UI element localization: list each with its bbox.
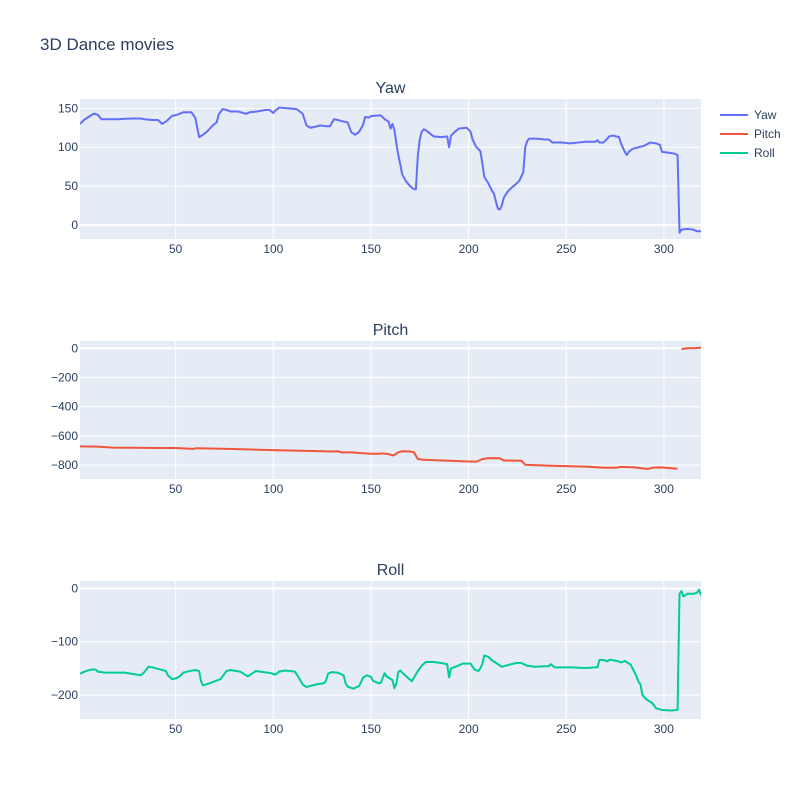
x-tick-label: 150: [361, 242, 381, 256]
x-tick-label: 300: [654, 242, 674, 256]
legend-label-yaw: Yaw: [754, 108, 777, 122]
subplot-yaw: 50 100 150 200 250 300 0 50 100 150 Yaw: [58, 80, 701, 256]
plot-area-roll: [80, 581, 701, 719]
y-tick-label: −800: [51, 458, 78, 472]
x-tick-label: 300: [654, 482, 674, 496]
series-line-yaw[interactable]: [80, 106, 701, 234]
y-tick-label: 0: [71, 341, 78, 355]
plot-area-yaw: [80, 99, 701, 239]
chart-title: 3D Dance movies: [40, 35, 174, 54]
subplots: 50 100 150 200 250 300 0 50 100 150 Yaw 50 100 150 200…: [51, 80, 701, 736]
y-tick-label: −200: [51, 371, 78, 385]
y-tick-label: 150: [58, 101, 78, 115]
series-line-roll[interactable]: [80, 588, 701, 712]
legend-label-roll: Roll: [754, 146, 775, 160]
x-tick-label: 250: [556, 722, 576, 736]
y-tick-label: −200: [51, 688, 78, 702]
series-line-pitch[interactable]: [80, 346, 701, 470]
x-tick-label: 100: [263, 722, 283, 736]
y-tick-label: 0: [71, 218, 78, 232]
y-tick-label: 100: [58, 140, 78, 154]
x-tick-label: 200: [459, 242, 479, 256]
y-tick-label: −100: [51, 635, 78, 649]
x-tick-label: 150: [361, 722, 381, 736]
y-tick-label: −400: [51, 400, 78, 414]
x-tick-label: 200: [459, 482, 479, 496]
legend[interactable]: Yaw Pitch Roll: [720, 108, 781, 160]
y-tick-label: 0: [71, 581, 78, 595]
x-tick-label: 50: [169, 242, 183, 256]
subplot-title-yaw: Yaw: [376, 80, 406, 97]
subplot-roll: 50 100 150 200 250 300 0 −100 −200 Roll: [51, 562, 701, 736]
x-tick-label: 250: [556, 242, 576, 256]
legend-item-yaw[interactable]: Yaw: [720, 108, 777, 122]
x-tick-label: 50: [169, 722, 183, 736]
subplot-title-pitch: Pitch: [373, 322, 409, 339]
plot-area-pitch: [80, 341, 701, 479]
x-tick-label: 200: [459, 722, 479, 736]
y-tick-label: −600: [51, 429, 78, 443]
subplot-pitch: 50 100 150 200 250 300 0 −200 −400 −600 −800 Pitch: [51, 322, 701, 496]
subplot-title-roll: Roll: [377, 562, 405, 579]
x-tick-label: 100: [263, 482, 283, 496]
x-tick-label: 100: [263, 242, 283, 256]
x-tick-label: 250: [556, 482, 576, 496]
legend-label-pitch: Pitch: [754, 127, 781, 141]
legend-item-pitch[interactable]: Pitch: [720, 127, 781, 141]
x-tick-label: 150: [361, 482, 381, 496]
x-tick-label: 50: [169, 482, 183, 496]
x-tick-label: 300: [654, 722, 674, 736]
legend-item-roll[interactable]: Roll: [720, 146, 775, 160]
y-tick-label: 50: [65, 179, 79, 193]
